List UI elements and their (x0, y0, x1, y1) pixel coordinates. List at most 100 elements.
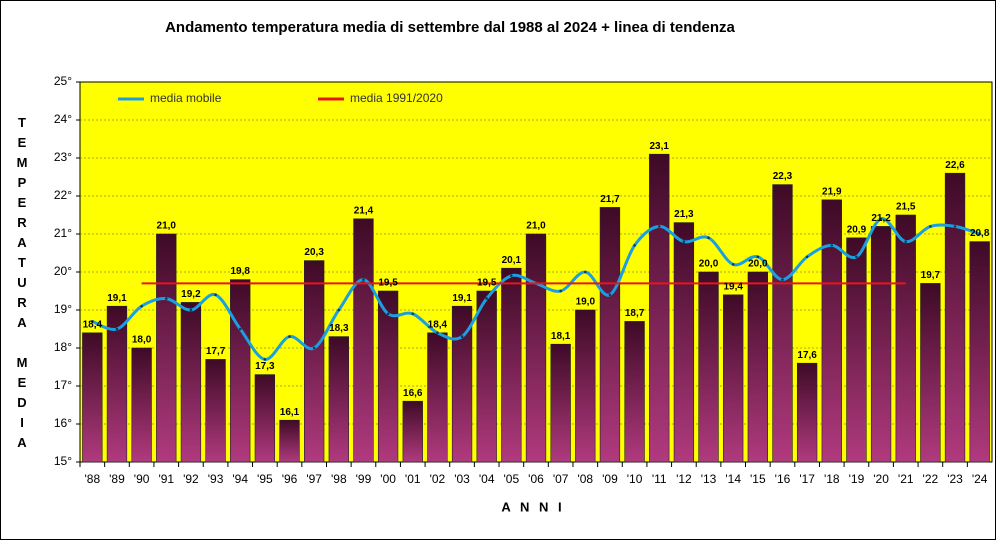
line-vertex (781, 278, 784, 281)
data-label: 21,9 (822, 186, 842, 197)
data-label: 16,6 (403, 388, 423, 399)
data-label: 20,9 (847, 224, 867, 235)
data-label: 18,3 (329, 323, 349, 334)
bar (451, 305, 473, 463)
line-vertex (189, 308, 193, 312)
data-label: 21,0 (526, 221, 546, 232)
x-tick-label: '90 (134, 472, 150, 486)
legend-label: media mobile (150, 91, 222, 105)
bar (131, 347, 152, 463)
x-tick-label: '17 (799, 472, 815, 486)
x-tick-label: '08 (577, 472, 593, 486)
data-label: 18,4 (83, 319, 103, 330)
x-tick-label: '15 (750, 472, 766, 486)
data-label: 19,1 (107, 293, 127, 304)
line-vertex (731, 263, 735, 266)
data-label: 20,0 (748, 259, 768, 270)
x-tick-label: '03 (454, 472, 470, 486)
line-vertex (140, 304, 143, 308)
line-vertex (386, 312, 390, 316)
bar (673, 222, 695, 463)
line-vertex (411, 312, 415, 316)
y-tick-label: 20° (54, 264, 72, 278)
x-tick-label: '00 (380, 472, 396, 486)
line-vertex (978, 232, 981, 236)
y-axis-label: TEMPERATURA MEDIA (15, 115, 30, 455)
x-tick-label: '01 (405, 472, 421, 486)
x-tick-label: '05 (504, 472, 520, 486)
x-tick-label: '10 (627, 472, 643, 486)
x-tick-label: '16 (775, 472, 791, 486)
line-vertex (830, 244, 834, 247)
line-vertex (879, 217, 883, 221)
data-label: 20,1 (502, 255, 522, 266)
x-tick-label: '97 (306, 472, 322, 486)
line-vertex (608, 293, 612, 297)
bar (747, 271, 768, 463)
x-tick-label: '02 (430, 472, 446, 486)
bar (550, 343, 571, 463)
line-vertex (904, 240, 908, 243)
bar (402, 400, 423, 463)
bar (353, 218, 374, 463)
x-tick-label: '06 (528, 472, 544, 486)
chart-title: Andamento temperatura media di settembre… (165, 19, 735, 36)
data-label: 21,5 (896, 202, 916, 213)
bar (599, 207, 621, 463)
x-tick-label: '07 (553, 472, 569, 486)
x-tick-label: '09 (602, 472, 618, 486)
x-tick-label: '94 (232, 472, 248, 486)
bar (205, 359, 226, 463)
data-label: 23,1 (650, 141, 670, 152)
x-tick-label: '11 (652, 472, 667, 486)
x-tick-label: '24 (972, 472, 988, 486)
y-tick-label: 16° (54, 416, 72, 430)
bar (106, 305, 128, 463)
bar (476, 290, 497, 463)
x-tick-label: '23 (947, 472, 963, 486)
data-label: 21,7 (600, 194, 620, 205)
line-vertex (855, 255, 858, 259)
line-vertex (312, 346, 316, 350)
line-vertex (657, 225, 661, 228)
x-tick-label: '19 (849, 472, 865, 486)
y-tick-label: 25° (54, 74, 72, 88)
data-label: 20,3 (304, 247, 324, 258)
bar (156, 233, 177, 463)
y-tick-label: 15° (54, 454, 72, 468)
y-tick-label: 19° (54, 302, 72, 316)
line-vertex (263, 358, 267, 361)
bar (895, 214, 916, 463)
line-vertex (805, 255, 809, 259)
data-label: 18,4 (428, 319, 448, 330)
y-tick-label: 18° (54, 340, 72, 354)
x-tick-label: '12 (676, 472, 692, 486)
bar (279, 419, 300, 463)
line-vertex (115, 327, 119, 331)
bar (821, 199, 842, 463)
line-vertex (682, 240, 686, 243)
bar (304, 260, 325, 463)
line-vertex (510, 274, 513, 278)
x-tick-label: '20 (873, 472, 889, 486)
bar (969, 241, 990, 463)
line-vertex (164, 297, 168, 300)
line-vertex (337, 308, 341, 312)
x-tick-label: '99 (356, 472, 372, 486)
line-vertex (953, 225, 957, 228)
x-axis-label: A N N I (501, 499, 564, 514)
y-tick-label: 21° (54, 226, 72, 240)
bar (328, 336, 349, 463)
bar (501, 267, 522, 463)
bar (772, 184, 793, 463)
x-tick-label: '95 (257, 472, 273, 486)
data-label: 19,1 (452, 293, 472, 304)
bar (575, 309, 596, 463)
line-vertex (436, 331, 439, 335)
bar (525, 233, 547, 463)
data-label: 21,3 (674, 209, 694, 220)
x-tick-label: '22 (923, 472, 939, 486)
x-tick-label: '98 (331, 472, 347, 486)
x-tick-label: '18 (824, 472, 840, 486)
